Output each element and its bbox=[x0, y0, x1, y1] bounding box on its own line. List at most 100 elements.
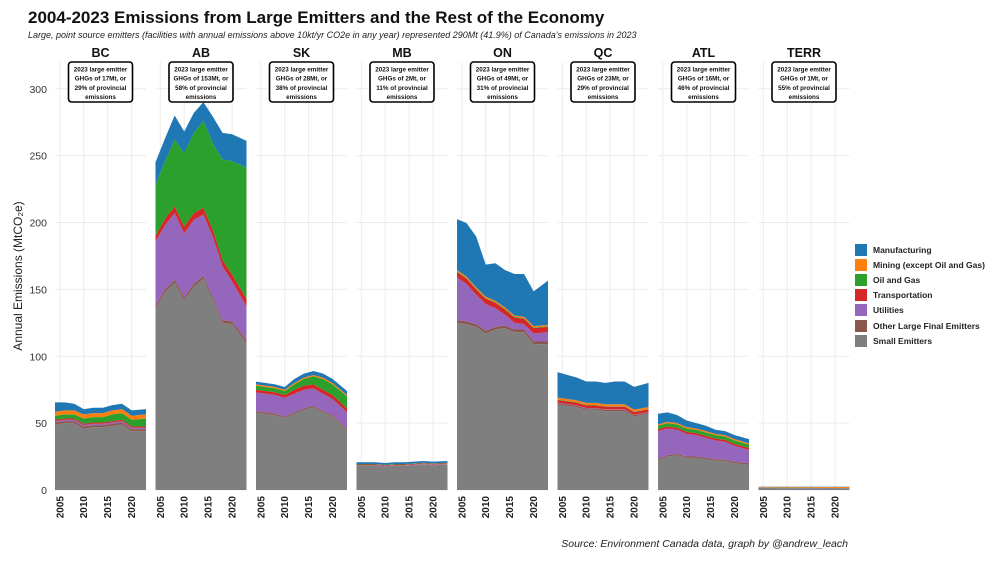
y-axis-title: Annual Emissions (MtCO₂e) bbox=[11, 201, 25, 350]
x-tick-label: 2020 bbox=[127, 496, 138, 519]
annotation-text: GHGs of 2Mt, or bbox=[378, 76, 426, 83]
annotation-text: GHGs of 16Mt, or bbox=[678, 76, 730, 83]
area-sk-transportation bbox=[256, 384, 347, 413]
x-tick-label: 2015 bbox=[204, 496, 215, 519]
annotation-text: emissions bbox=[286, 94, 317, 101]
area-bc-small-emitters bbox=[55, 423, 146, 490]
legend-label: Transportation bbox=[873, 290, 933, 301]
x-tick-label: 2020 bbox=[529, 496, 540, 519]
x-tick-label: 2020 bbox=[630, 496, 641, 519]
annotation-box bbox=[670, 61, 737, 103]
x-tick-label: 2005 bbox=[457, 496, 468, 519]
x-tick-label: 2010 bbox=[582, 496, 593, 519]
x-tick-label: 2015 bbox=[706, 496, 717, 519]
panel-label: AB bbox=[192, 46, 210, 60]
panel-label: BC bbox=[91, 46, 109, 60]
area-on-utilities bbox=[457, 277, 548, 342]
legend-swatch bbox=[855, 319, 867, 332]
area-ab-utilities bbox=[155, 213, 247, 341]
x-tick-label: 2020 bbox=[228, 496, 239, 519]
legend-item: Transportation bbox=[855, 288, 985, 303]
area-sk-other-large-final-emitters bbox=[256, 405, 347, 430]
area-qc-small-emitters bbox=[557, 404, 649, 490]
area-qc-utilities bbox=[557, 402, 649, 416]
y-tick-label: 50 bbox=[35, 418, 47, 430]
area-sk-mining-except-oil-and-gas bbox=[256, 374, 347, 397]
annotation-text: 31% of provincial bbox=[477, 85, 529, 92]
chart-subtitle: Large, point source emitters (facilities… bbox=[28, 30, 637, 40]
x-tick-label: 2010 bbox=[79, 496, 90, 519]
area-mb-utilities bbox=[356, 463, 448, 467]
x-tick-label: 2010 bbox=[783, 496, 794, 519]
panel-terr: TERR 2023 large emitter GHGs of 1Mt, or 55%… bbox=[758, 46, 850, 519]
y-tick-label: 300 bbox=[29, 84, 47, 96]
annotation-text: emissions bbox=[387, 94, 418, 101]
x-tick-label: 2010 bbox=[682, 496, 693, 519]
x-tick-label: 2010 bbox=[381, 496, 392, 519]
annotation-text: 2023 large emitter bbox=[576, 67, 630, 74]
annotation-box bbox=[67, 61, 134, 103]
x-tick-label: 2015 bbox=[505, 496, 516, 519]
x-tick-label: 2015 bbox=[304, 496, 315, 519]
area-ab-manufacturing bbox=[155, 102, 247, 186]
annotation-text: 11% of provincial bbox=[376, 85, 428, 92]
legend-item: Manufacturing bbox=[855, 242, 985, 257]
annotation-text: GHGs of 153Mt, or bbox=[174, 76, 229, 83]
x-tick-label: 2015 bbox=[807, 496, 818, 519]
x-tick-label: 2005 bbox=[558, 496, 569, 519]
chart-legend: Manufacturing Mining (except Oil and Gas)… bbox=[855, 242, 985, 348]
legend-label: Small Emitters bbox=[873, 335, 933, 346]
panel-bc: BC 2023 large emitter GHGs of 17Mt, or 29% … bbox=[55, 46, 146, 518]
annotation-text: 46% of provincial bbox=[678, 85, 730, 92]
area-sk-oil-and-gas bbox=[256, 376, 347, 409]
panel-label: SK bbox=[293, 46, 310, 60]
area-sk-manufacturing bbox=[256, 370, 347, 396]
x-tick-label: 2005 bbox=[55, 496, 66, 519]
annotation-text: 58% of provincial bbox=[175, 85, 227, 92]
area-bc-manufacturing bbox=[55, 402, 146, 416]
panel-label: MB bbox=[392, 46, 411, 60]
annotation-text: emissions bbox=[487, 94, 518, 101]
area-atl-manufacturing bbox=[658, 412, 749, 444]
annotation-box bbox=[369, 61, 435, 103]
area-on-manufacturing bbox=[457, 219, 548, 327]
panel-label: ATL bbox=[692, 46, 716, 60]
annotation-text: GHGs of 23Mt, or bbox=[577, 76, 629, 83]
area-mb-other-large-final-emitters bbox=[356, 464, 448, 467]
legend-swatch bbox=[855, 258, 867, 271]
panel-mb: MB 2023 large emitter GHGs of 2Mt, or 11% o… bbox=[356, 46, 448, 519]
area-ab-oil-and-gas bbox=[155, 120, 247, 299]
area-bc-transportation bbox=[55, 418, 146, 428]
area-on-small-emitters bbox=[457, 322, 548, 490]
legend-item: Mining (except Oil and Gas) bbox=[855, 257, 985, 272]
annotation-text: 2023 large emitter bbox=[677, 67, 731, 74]
area-atl-utilities bbox=[658, 428, 749, 464]
y-tick-label: 100 bbox=[29, 351, 47, 363]
x-tick-label: 2005 bbox=[357, 496, 368, 519]
panel-label: TERR bbox=[787, 46, 821, 60]
area-qc-mining-except-oil-and-gas bbox=[557, 397, 649, 412]
legend-label: Oil and Gas bbox=[873, 274, 921, 285]
annotation-text: 2023 large emitter bbox=[275, 67, 329, 74]
annotation-text: 55% of provincial bbox=[778, 85, 830, 92]
area-mb-oil-and-gas bbox=[356, 462, 448, 466]
area-mb-small-emitters bbox=[356, 464, 448, 490]
x-tick-label: 2015 bbox=[405, 496, 416, 519]
area-bc-oil-and-gas bbox=[55, 413, 146, 427]
x-tick-label: 2020 bbox=[831, 496, 842, 519]
panel-qc: QC 2023 large emitter GHGs of 23Mt, or 29% … bbox=[557, 46, 649, 519]
legend-item: Utilities bbox=[855, 303, 985, 318]
area-qc-transportation bbox=[557, 399, 649, 415]
annotation-text: emissions bbox=[789, 94, 820, 101]
annotation-text: 2023 large emitter bbox=[375, 67, 429, 74]
annotation-text: 2023 large emitter bbox=[476, 67, 530, 74]
annotation-box bbox=[570, 61, 636, 103]
annotation-box bbox=[771, 61, 837, 103]
x-tick-label: 2015 bbox=[103, 496, 114, 519]
area-atl-other-large-final-emitters bbox=[658, 453, 749, 465]
annotation-text: 2023 large emitter bbox=[174, 67, 228, 74]
area-bc-mining-except-oil-and-gas bbox=[55, 409, 146, 420]
legend-label: Other Large Final Emitters bbox=[873, 320, 980, 331]
annotation-text: emissions bbox=[688, 94, 719, 101]
